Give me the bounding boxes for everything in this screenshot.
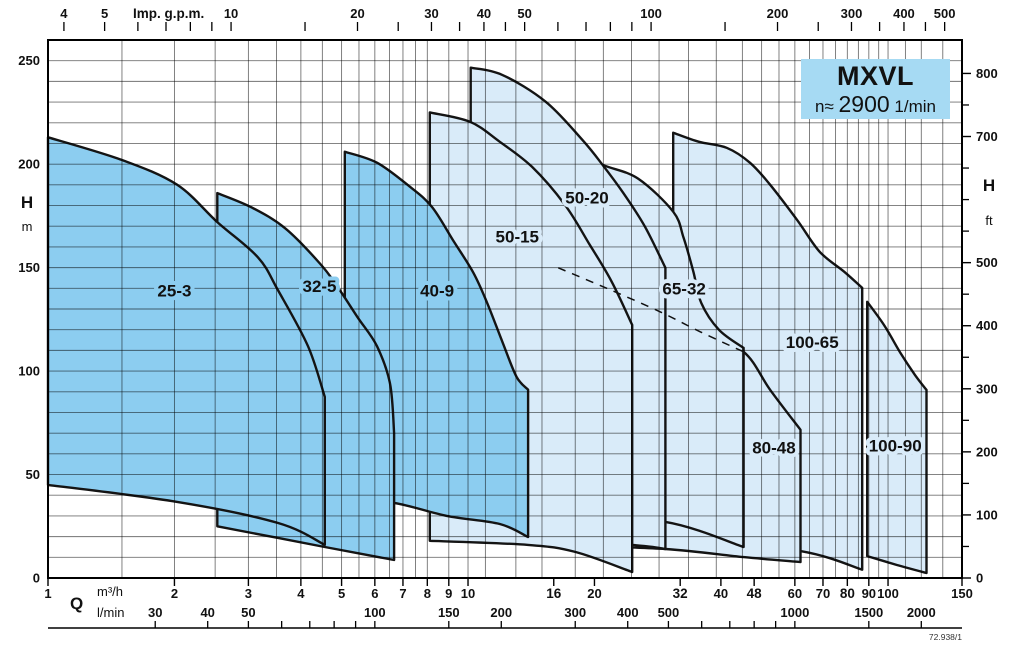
tick-label-m3h: 8 (424, 586, 431, 601)
tick-label-m3h: 20 (587, 586, 601, 601)
tick-label-lmin: 200 (490, 605, 512, 620)
tick-label-gpm: 5 (101, 6, 108, 21)
tick-label-gpm: 100 (640, 6, 662, 21)
tick-label-gpm: 20 (350, 6, 364, 21)
tick-label-h-ft: 0 (976, 571, 983, 586)
tick-label-h-m: 250 (18, 53, 40, 68)
document-code: 72.938/1 (928, 632, 962, 642)
tick-label-h-ft: 700 (976, 129, 998, 144)
tick-label-m3h: 1 (44, 586, 51, 601)
tick-label-m3h: 2 (171, 586, 178, 601)
tick-label-m3h: 7 (399, 586, 406, 601)
title-box: MXVL n≈ 2900 1/min (801, 59, 950, 119)
tick-label-lmin: 40 (200, 605, 214, 620)
tick-label-gpm: 4 (60, 6, 68, 21)
tick-label-gpm: 500 (934, 6, 956, 21)
tick-label-h-m: 100 (18, 364, 40, 379)
left-axis-name: H (20, 193, 34, 212)
speed-label: n≈ 2900 1/min (814, 90, 936, 117)
tick-label-lmin: 150 (438, 605, 460, 620)
tick-label-gpm: 300 (841, 6, 863, 21)
top-axis-title: Imp. g.p.m. (133, 6, 205, 21)
tick-label-m3h: 3 (245, 586, 252, 601)
tick-label-h-ft: 300 (976, 381, 998, 396)
tick-label-gpm: 10 (224, 6, 238, 21)
plot-frame (47, 39, 963, 579)
tick-label-lmin: 300 (564, 605, 586, 620)
tick-label-gpm: 400 (893, 6, 915, 21)
tick-label-h-m: 50 (26, 467, 40, 482)
tick-label-h-m: 150 (18, 260, 40, 275)
tick-label-lmin: 2000 (907, 605, 936, 620)
region-label-50-20: 50-20 (565, 188, 608, 207)
flow-axis-unit-m3h: m³/h (97, 584, 123, 599)
right-axis-name: H (982, 176, 996, 195)
tick-label-lmin: 400 (617, 605, 639, 620)
region-label-100-65: 100-65 (786, 333, 839, 352)
tick-label-m3h: 9 (445, 586, 452, 601)
tick-label-m3h: 10 (461, 586, 475, 601)
tick-label-m3h: 32 (673, 586, 688, 601)
tick-label-m3h: 5 (338, 586, 345, 601)
region-label-100-90: 100-90 (869, 437, 922, 456)
left-axis-unit: m (21, 219, 33, 234)
tick-label-m3h: 16 (546, 586, 562, 601)
right-axis-unit: ft (985, 213, 993, 228)
flow-axis-unit-lmin: l/min (97, 605, 125, 620)
tick-label-h-m: 200 (18, 157, 40, 172)
region-label-65-32: 65-32 (662, 279, 705, 298)
tick-label-m3h: 48 (747, 586, 763, 601)
tick-label-lmin: 100 (364, 605, 386, 620)
region-label-50-15: 50-15 (496, 228, 539, 247)
tick-label-gpm: 40 (477, 6, 491, 21)
tick-label-h-ft: 500 (976, 255, 998, 270)
tick-label-m3h: 100 (877, 586, 899, 601)
tick-label-h-ft: 200 (976, 444, 998, 459)
tick-label-h-ft: 800 (976, 66, 998, 81)
region-label-32-5: 32-5 (302, 277, 336, 296)
envelope-25-3 (46, 136, 326, 547)
tick-label-h-ft: 100 (976, 507, 998, 522)
tick-label-lmin: 50 (241, 605, 255, 620)
tick-label-lmin: 1500 (854, 605, 883, 620)
tick-label-h-ft: 400 (976, 318, 998, 333)
tick-label-m3h: 6 (371, 586, 378, 601)
dashed-limit-line (557, 267, 744, 353)
region-label-40-9: 40-9 (420, 281, 454, 300)
tick-label-gpm: 30 (424, 6, 438, 21)
region-label-25-3: 25-3 (157, 281, 191, 300)
tick-label-m3h: 40 (714, 586, 728, 601)
tick-label-gpm: 50 (517, 6, 531, 21)
tick-label-m3h: 70 (816, 586, 830, 601)
tick-label-m3h: 60 (788, 586, 802, 601)
tick-label-lmin: 1000 (780, 605, 809, 620)
region-label-80-48: 80-48 (752, 439, 795, 458)
tick-label-gpm: 200 (767, 6, 789, 21)
tick-label-lmin: 500 (658, 605, 680, 620)
flow-axis-name: Q (70, 594, 84, 613)
tick-label-m3h: 90 (862, 586, 876, 601)
tick-label-m3h: 80 (840, 586, 855, 601)
tick-label-m3h: 150 (951, 586, 973, 601)
tick-label-h-m: 0 (33, 571, 40, 586)
tick-label-lmin: 30 (148, 605, 162, 620)
tick-label-m3h: 4 (297, 586, 305, 601)
envelope-100-90 (866, 300, 928, 575)
page-title: MXVL (836, 61, 914, 92)
